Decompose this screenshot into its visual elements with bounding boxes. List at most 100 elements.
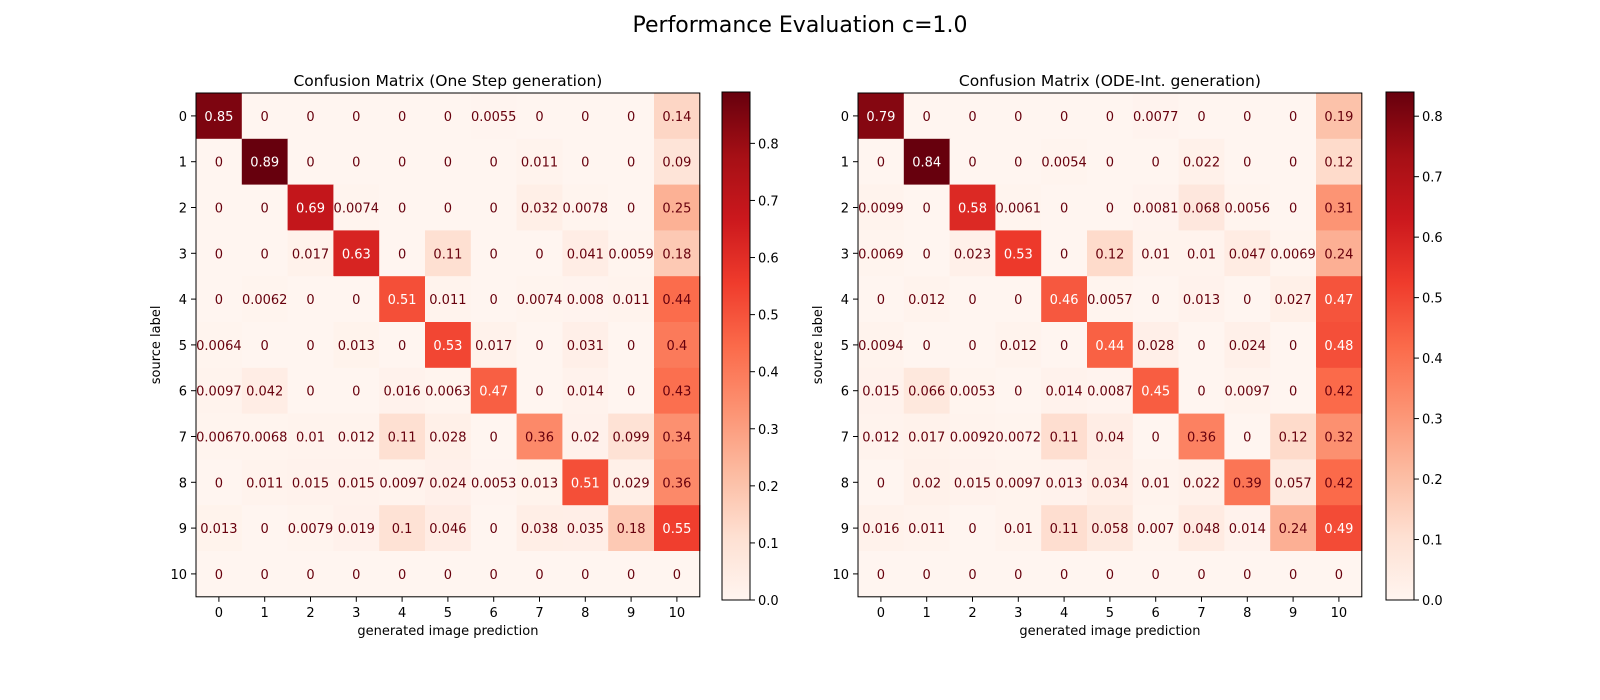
heatmap-cell <box>425 93 472 140</box>
heatmap-cell <box>903 276 951 323</box>
heatmap-cell <box>608 551 655 598</box>
heatmap-cell <box>196 413 243 460</box>
cell-value-label: 0 <box>535 110 543 125</box>
cell-value-label: 0.55 <box>662 522 691 537</box>
heatmap-cell <box>470 367 518 415</box>
cell-value-label: 0 <box>352 110 360 125</box>
cell-value-label: 0 <box>261 247 269 262</box>
heatmap-cell <box>196 551 243 598</box>
heatmap-cell <box>1224 367 1271 415</box>
heatmap-cell <box>949 184 996 231</box>
heatmap-cell <box>903 367 951 415</box>
y-tick-label: 4 <box>179 293 187 308</box>
cell-value-label: 0 <box>581 156 589 171</box>
heatmap-cell <box>903 93 951 140</box>
heatmap-cell <box>1316 459 1363 506</box>
cell-value-label: 0.014 <box>1045 385 1082 400</box>
cell-value-label: 0 <box>581 568 589 583</box>
cell-value-label: 0.031 <box>567 339 604 354</box>
heatmap-cell <box>333 138 380 186</box>
colorbar-tick-label: 0.2 <box>758 480 779 495</box>
x-tick-label: 7 <box>535 606 543 621</box>
heatmap-cell <box>333 367 380 415</box>
heatmap-cell <box>1316 413 1363 460</box>
heatmap-cell <box>654 322 701 369</box>
heatmap-cell <box>1316 551 1363 598</box>
heatmap-cell <box>1087 459 1134 506</box>
cell-value-label: 0 <box>215 568 223 583</box>
heatmap-cell <box>241 459 289 506</box>
cell-value-label: 0 <box>306 568 314 583</box>
cell-value-label: 0 <box>306 339 314 354</box>
cell-value-label: 0.0074 <box>517 293 563 308</box>
heatmap-cell <box>1224 138 1271 186</box>
heatmap-cell <box>379 184 426 231</box>
heatmap-cell <box>241 551 289 598</box>
heatmap-cell <box>1041 367 1088 415</box>
cell-value-label: 0 <box>923 568 931 583</box>
cell-value-label: 0 <box>877 293 885 308</box>
heatmap-cell <box>995 413 1042 460</box>
cell-value-label: 0 <box>923 247 931 262</box>
heatmap-cell <box>949 230 996 277</box>
cell-value-label: 0 <box>306 293 314 308</box>
heatmap-cell <box>196 138 243 186</box>
heatmap-cell <box>379 551 426 598</box>
colorbar-tick-label: 0.2 <box>1422 473 1443 488</box>
cell-value-label: 0.12 <box>1095 247 1124 262</box>
heatmap-cell <box>425 230 472 277</box>
heatmap-cell <box>1041 322 1088 369</box>
cell-value-label: 0.0063 <box>425 385 471 400</box>
cell-value-label: 0 <box>968 156 976 171</box>
heatmap-cell <box>1270 276 1317 323</box>
heatmap-cell <box>287 93 334 140</box>
cell-value-label: 0 <box>261 339 269 354</box>
heatmap-cell <box>333 230 380 277</box>
cell-value-label: 0.12 <box>1279 431 1308 446</box>
cell-value-label: 0.25 <box>662 202 691 217</box>
cell-value-label: 0 <box>352 156 360 171</box>
heatmap-cell <box>995 551 1042 598</box>
cell-value-label: 0 <box>444 110 452 125</box>
cell-value-label: 0.011 <box>429 293 466 308</box>
cell-value-label: 0 <box>1335 568 1343 583</box>
cell-value-label: 0.0072 <box>996 431 1042 446</box>
cell-value-label: 0.0053 <box>471 476 517 491</box>
cell-value-label: 0.0094 <box>858 339 904 354</box>
colorbar-tick-label: 0.3 <box>1422 413 1443 428</box>
cell-value-label: 0 <box>1289 385 1297 400</box>
colorbar-gradient <box>721 91 751 601</box>
cell-value-label: 0.0069 <box>1270 247 1316 262</box>
y-tick-label: 8 <box>179 476 187 491</box>
cell-value-label: 0.017 <box>908 431 945 446</box>
heatmap-cell <box>562 322 609 369</box>
heatmap-cell <box>995 230 1042 277</box>
x-tick-label: 4 <box>1060 606 1068 621</box>
cell-value-label: 0.01 <box>296 431 325 446</box>
heatmap-cell <box>654 93 701 140</box>
cell-value-label: 0 <box>581 110 589 125</box>
cell-value-label: 0.4 <box>667 339 688 354</box>
cell-value-label: 0.011 <box>908 522 945 537</box>
heatmap-cell <box>1132 230 1180 277</box>
cell-value-label: 0.015 <box>862 385 899 400</box>
cell-value-label: 0.019 <box>338 522 375 537</box>
heatmap-cell <box>516 322 563 369</box>
heatmap-cell <box>241 184 289 231</box>
heatmap-cell <box>858 138 905 186</box>
y-tick-label: 1 <box>841 156 849 171</box>
heatmap-cell <box>903 138 951 186</box>
heatmap-cell <box>379 230 426 277</box>
colorbar-tick-label: 0.8 <box>758 137 779 152</box>
heatmap-cell <box>1087 93 1134 140</box>
x-tick-label: 8 <box>581 606 589 621</box>
cell-value-label: 0.49 <box>1324 522 1353 537</box>
x-tick-label: 2 <box>968 606 976 621</box>
heatmap-cell <box>562 505 609 552</box>
cell-value-label: 0 <box>490 568 498 583</box>
cell-value-label: 0 <box>1289 202 1297 217</box>
cell-value-label: 0.51 <box>571 476 600 491</box>
panels: 0.85 0 0 0 0 0 0.0055 0 0 0 0.140 0.89 0 0 0 0 0 0.011 0 0 0… <box>149 72 1443 639</box>
heatmap-cell <box>516 505 563 552</box>
heatmap-cell <box>654 138 701 186</box>
